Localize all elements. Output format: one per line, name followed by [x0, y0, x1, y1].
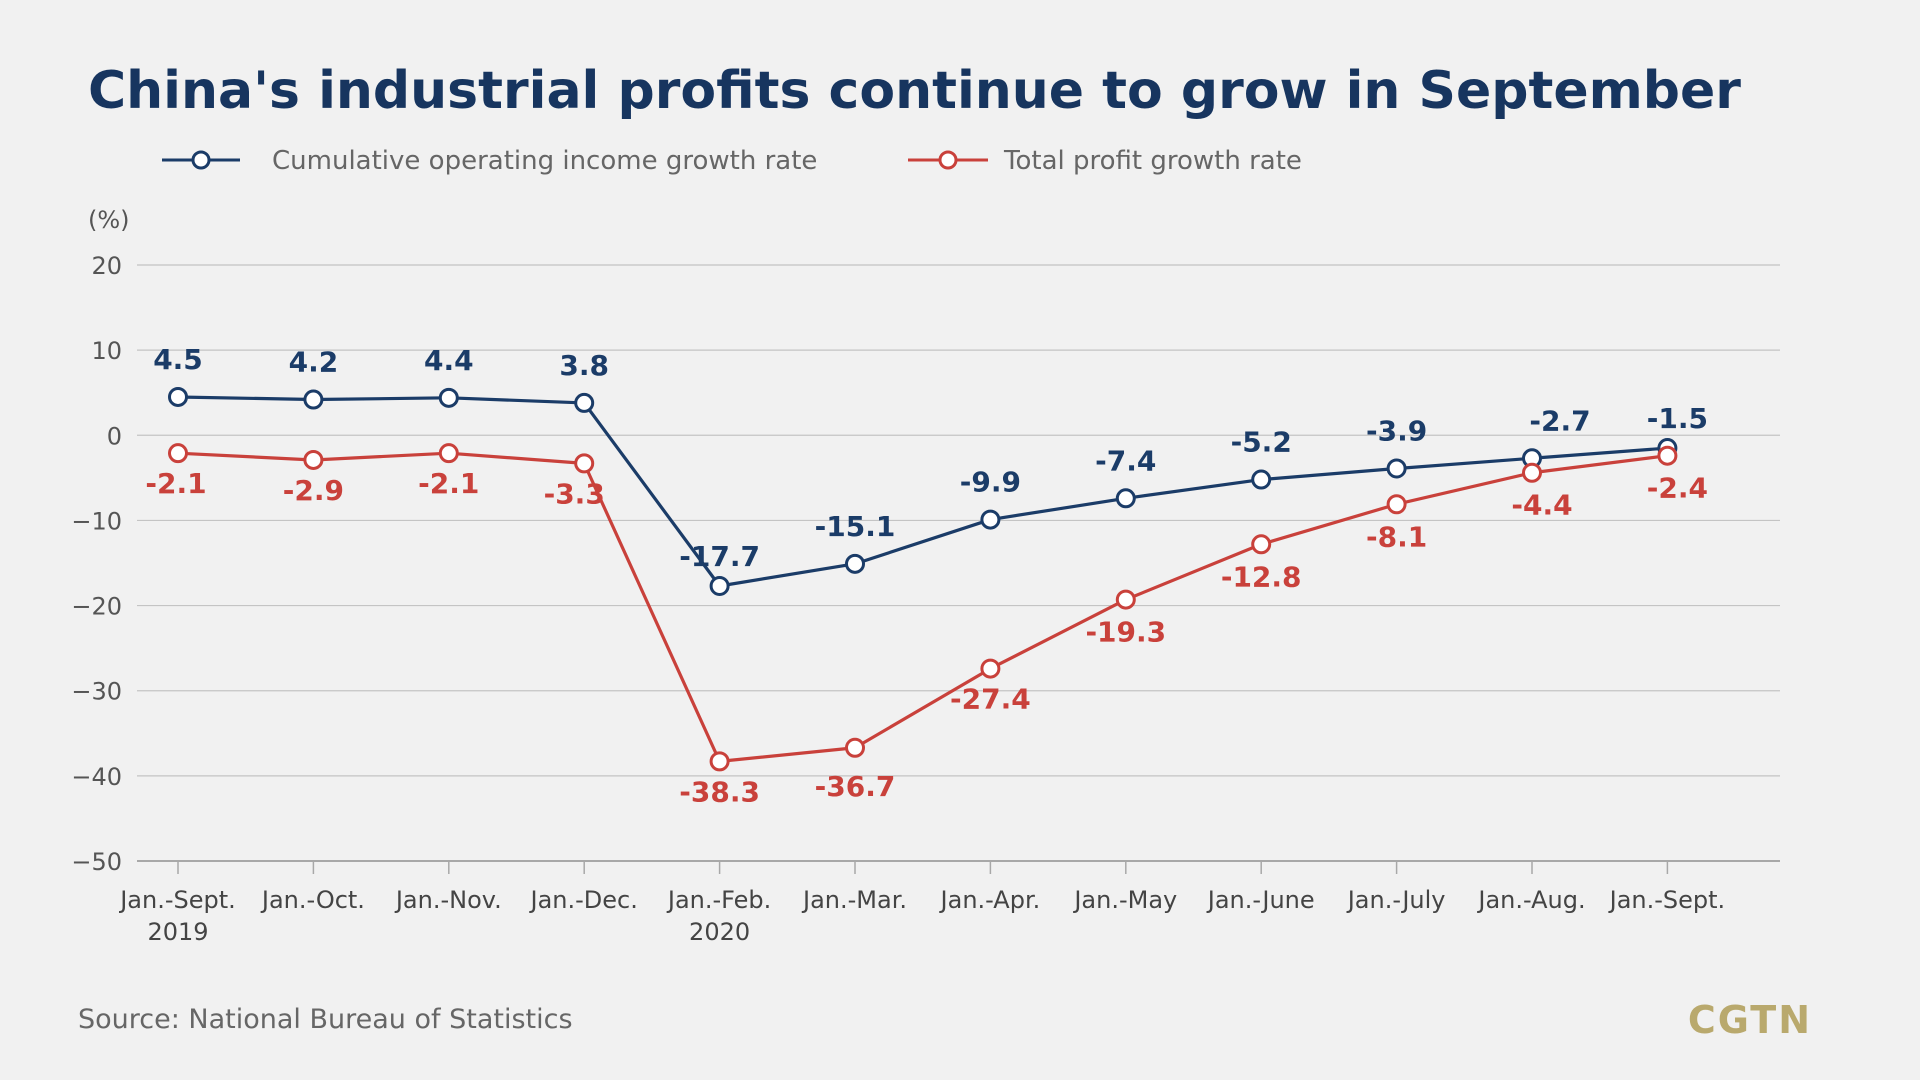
data-label-profit: -38.3: [679, 775, 760, 808]
point-profit: [1251, 534, 1272, 555]
data-label-income: -1.5: [1647, 402, 1708, 435]
data-label-income: -7.4: [1095, 444, 1156, 477]
x-tick-label: Jan.-June: [1206, 886, 1315, 914]
point-income: [303, 389, 324, 410]
y-tick-label: −40: [71, 763, 122, 791]
series-markers: [168, 386, 1678, 772]
data-label-income: 4.2: [289, 346, 339, 379]
y-axis-ticks: 20 10 0 −10 −20 −30 −40 −50: [71, 252, 122, 876]
data-label-income: -9.9: [960, 466, 1021, 499]
series-line-income: [177, 395, 1668, 588]
source-note: Source: National Bureau of Statistics: [78, 1004, 573, 1035]
x-tick-label: Jan.-Sept.: [1608, 886, 1726, 914]
point-profit: [845, 737, 865, 758]
point-income: [168, 386, 188, 407]
data-label-income: -17.7: [679, 540, 760, 573]
y-tick-label: −50: [71, 848, 122, 876]
x-tick-label: Jan.-Aug.: [1476, 886, 1585, 914]
point-income: [980, 509, 1001, 530]
point-income: [438, 387, 459, 408]
x-tick-label: Jan.-Mar.: [801, 886, 907, 914]
y-tick-label: 20: [91, 252, 122, 280]
data-label-profit: -12.8: [1221, 560, 1302, 593]
legend: Cumulative operating income growth rate …: [162, 146, 1302, 176]
x-axis: Jan.-Sept. 2019 Jan.-Oct. Jan.-Nov. Jan.-Dec…: [118, 861, 1725, 946]
gridlines: [137, 264, 1780, 862]
y-tick-label: −10: [71, 507, 122, 535]
data-labels: 4.5 4.2 4.4 3.8 -17.7 -15.1 -9.9 -7.4 -5.2 -3.9 -2…: [145, 343, 1708, 808]
point-profit: [1657, 445, 1678, 466]
x-tick-label: Jan.-May: [1072, 886, 1177, 914]
data-label-profit: -2.1: [145, 467, 206, 500]
chart-title: China's industrial profits continue to g…: [88, 61, 1741, 121]
data-label-income: -2.7: [1529, 404, 1590, 437]
legend-marker-income: [191, 150, 211, 170]
x-tick-label-year: 2019: [147, 918, 208, 946]
y-axis-unit: (%): [88, 206, 130, 234]
data-label-income: -3.9: [1366, 414, 1427, 447]
point-income: [709, 575, 730, 596]
point-income: [1251, 469, 1272, 490]
series-lines: [177, 395, 1668, 763]
data-label-profit: -2.1: [418, 467, 479, 500]
cgtn-logo: CGTN: [1688, 998, 1812, 1042]
point-profit: [574, 453, 595, 474]
point-profit: [168, 443, 188, 464]
y-tick-label: 10: [91, 337, 122, 365]
data-label-profit: -19.3: [1085, 616, 1166, 649]
y-tick-label: −20: [71, 593, 122, 621]
x-tick-label: Jan.-Nov.: [394, 886, 502, 914]
point-income: [1386, 458, 1407, 479]
point-profit: [709, 751, 730, 772]
point-profit: [1115, 589, 1136, 610]
point-income: [845, 553, 865, 574]
data-label-income: 3.8: [559, 349, 609, 382]
data-label-income: 4.5: [153, 343, 203, 376]
data-label-profit: -2.9: [283, 474, 344, 507]
point-profit: [303, 449, 324, 470]
x-tick-label: Jan.-Feb.: [666, 886, 771, 914]
data-label-profit: -27.4: [950, 683, 1031, 716]
legend-label-profit: Total profit growth rate: [1003, 146, 1302, 176]
legend-item-income: Cumulative operating income growth rate: [162, 146, 817, 176]
data-label-income: -5.2: [1231, 426, 1292, 459]
data-label-income: 4.4: [424, 344, 474, 377]
data-label-profit: -36.7: [815, 770, 896, 803]
data-label-profit: -8.1: [1366, 520, 1427, 553]
x-tick-label: Jan.-Oct.: [260, 886, 365, 914]
point-profit: [438, 443, 459, 464]
data-label-profit: -2.4: [1647, 472, 1708, 505]
y-tick-label: −30: [71, 678, 122, 706]
x-tick-label: Jan.-Apr.: [939, 886, 1041, 914]
legend-marker-profit: [938, 150, 958, 170]
point-income: [1115, 488, 1136, 509]
data-label-profit: -3.3: [544, 477, 605, 510]
data-label-profit: -4.4: [1511, 489, 1572, 522]
legend-label-income: Cumulative operating income growth rate: [272, 146, 817, 176]
point-profit: [980, 658, 1001, 679]
x-tick-label: Jan.-July: [1346, 886, 1446, 914]
data-label-income: -15.1: [815, 510, 896, 543]
y-tick-label: 0: [107, 422, 122, 450]
x-tick-label: Jan.-Dec.: [529, 886, 638, 914]
x-tick-label-year: 2020: [689, 918, 750, 946]
x-tick-label: Jan.-Sept.: [118, 886, 236, 914]
point-profit: [1522, 462, 1542, 483]
series-line-profit: [177, 451, 1668, 763]
point-profit: [1386, 494, 1407, 515]
point-income: [574, 392, 595, 413]
legend-item-profit: Total profit growth rate: [908, 146, 1302, 176]
